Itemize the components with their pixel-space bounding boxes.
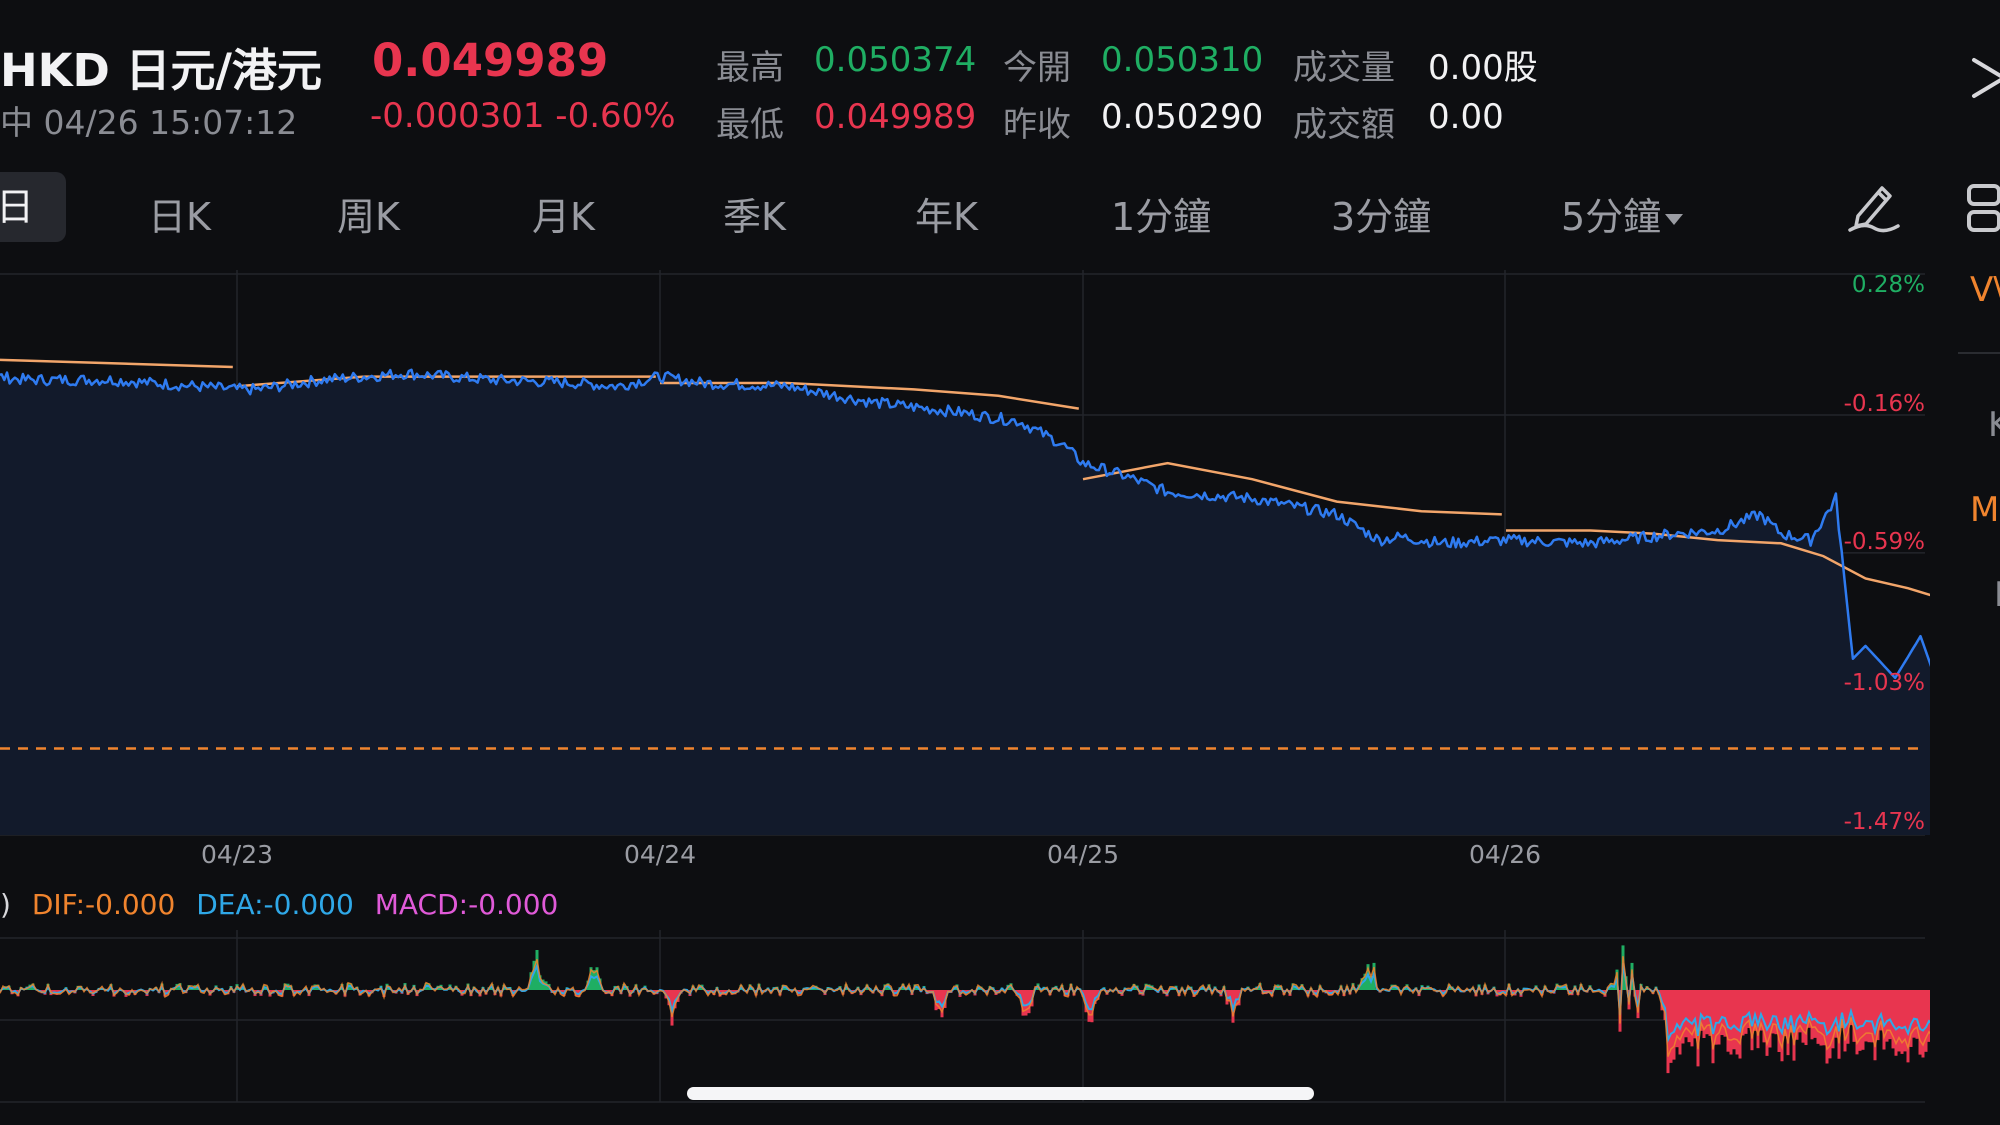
y-axis-tick-label: -0.59% (1844, 529, 1925, 555)
turnover-label: 成交額 (1293, 105, 1395, 145)
prev-close-value: 0.050290 (1101, 97, 1264, 137)
layout-icon[interactable] (1966, 182, 2000, 234)
price-line (0, 368, 1930, 680)
price-area-fill (0, 369, 1930, 835)
x-axis-date-label: 04/23 (201, 840, 273, 869)
home-indicator[interactable] (687, 1087, 1314, 1100)
average-price-line (0, 358, 233, 369)
macd-dif: DIF:-0.000 (31, 888, 176, 921)
average-price-line (1506, 529, 1930, 597)
y-axis-tick-label: -1.47% (1844, 809, 1925, 835)
tab-3min[interactable]: 3分鐘 (1331, 195, 1432, 239)
tab-week-k[interactable]: 周K (337, 195, 400, 239)
tab-year-k[interactable]: 年K (915, 195, 978, 239)
macd-legend: ) DIF:-0.000 DEA:-0.000 MACD:-0.000 (0, 888, 570, 921)
macd-dea-line (0, 962, 1930, 1044)
prev-close-label: 昨收 (1003, 105, 1071, 145)
tab-month-k[interactable]: 月K (532, 195, 595, 239)
tab-5min-label: 5分鐘 (1561, 195, 1662, 239)
tab-day-k[interactable]: 日K (148, 195, 211, 239)
vwap-label[interactable]: V\ (1970, 270, 2000, 310)
side-k-label[interactable]: K (1988, 405, 2000, 445)
tab-intraday-label: 日 (0, 185, 34, 229)
macd-dif-line (0, 956, 1930, 1057)
close-icon[interactable] (1970, 56, 2000, 100)
average-price-line (1082, 461, 1502, 516)
x-axis-date-label: 04/24 (624, 840, 696, 869)
price-chart[interactable]: 0.28% -0.16% -0.59% -1.03% -1.47% 04/23 04/24 0… (0, 270, 1930, 870)
tab-intraday[interactable]: 日 (0, 172, 66, 242)
macd-dea: DEA:-0.000 (196, 888, 354, 921)
tab-5min[interactable]: 5分鐘 (1561, 186, 1684, 241)
chevron-down-icon (1665, 214, 1684, 225)
turnover-value: 0.00 (1428, 97, 1504, 137)
symbol-title: HKD 日元/港元 (0, 44, 322, 97)
open-value: 0.050310 (1101, 40, 1264, 80)
price-change: -0.000301 -0.60% (370, 96, 676, 136)
average-price-line (236, 375, 656, 388)
last-price: 0.049989 (372, 34, 609, 87)
side-pipe-label: I (1994, 575, 2000, 615)
tab-quarter-k[interactable]: 季K (723, 195, 786, 239)
low-value: 0.049989 (814, 97, 977, 137)
y-axis-tick-label: 0.28% (1852, 272, 1925, 298)
average-price-line (660, 381, 1079, 410)
y-axis-tick-label: -0.16% (1844, 391, 1925, 417)
market-status-time: 中 04/26 15:07:12 (0, 103, 298, 142)
side-divider (1958, 352, 2000, 354)
y-axis-tick-label: -1.03% (1844, 670, 1925, 696)
macd-chart[interactable] (0, 930, 1930, 1125)
high-label: 最高 (716, 48, 784, 88)
macd-legend-prefix: ) (0, 888, 11, 921)
high-value: 0.050374 (814, 40, 977, 80)
open-label: 今開 (1003, 48, 1071, 88)
tab-1min[interactable]: 1分鐘 (1111, 195, 1212, 239)
volume-value: 0.00股 (1428, 48, 1538, 88)
low-label: 最低 (716, 105, 784, 145)
volume-label: 成交量 (1293, 48, 1395, 88)
side-m-label[interactable]: M (1970, 490, 2000, 530)
x-axis-date-label: 04/25 (1047, 840, 1119, 869)
macd-value: MACD:-0.000 (374, 888, 559, 921)
pencil-draw-icon[interactable] (1844, 178, 1900, 234)
x-axis-date-label: 04/26 (1469, 840, 1541, 869)
